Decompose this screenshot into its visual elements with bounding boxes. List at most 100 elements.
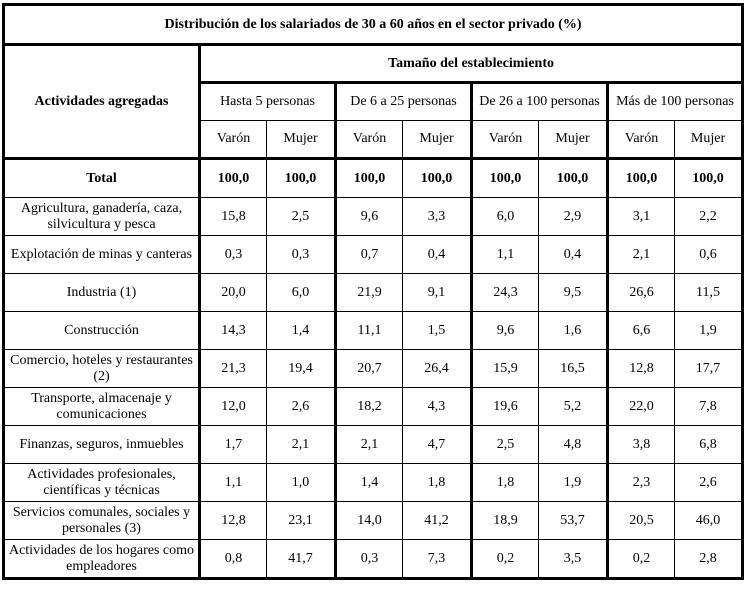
cell: 3,3 <box>402 197 472 236</box>
cell: 3,1 <box>606 197 675 236</box>
cell: 4,7 <box>402 425 472 464</box>
cell: 100,0 <box>470 158 539 198</box>
table-row-total: Total 100,0 100,0 100,0 100,0 100,0 100,… <box>2 158 744 198</box>
salaried-distribution-table: Distribución de los salariados de 30 a 6… <box>1 3 744 580</box>
cell: 12,8 <box>606 349 675 388</box>
cell: 0,3 <box>266 235 336 274</box>
row-label: Actividades de los hogares como empleado… <box>2 539 201 580</box>
table-row: Comercio, hoteles y restaurantes (2) 21,… <box>2 349 744 388</box>
cell: 100,0 <box>402 158 472 198</box>
cell: 3,5 <box>538 539 608 580</box>
cell: 2,6 <box>673 463 744 502</box>
cell: 0,7 <box>334 235 403 274</box>
cell: 1,8 <box>470 463 539 502</box>
row-label: Total <box>2 158 201 198</box>
cell: 2,5 <box>266 197 336 236</box>
cell: 6,0 <box>266 273 336 312</box>
cell: 2,1 <box>334 425 403 464</box>
cell: 1,9 <box>538 463 608 502</box>
cell: 2,1 <box>266 425 336 464</box>
cell: 1,8 <box>402 463 472 502</box>
sex-header: Varón <box>606 120 675 160</box>
cell: 6,6 <box>606 311 675 350</box>
table-row: Industria (1) 20,0 6,0 21,9 9,1 24,3 9,5… <box>2 273 744 312</box>
row-label: Comercio, hoteles y restaurantes (2) <box>2 349 201 388</box>
group-header: Más de 100 personas <box>605 81 744 121</box>
sex-header: Mujer <box>673 120 744 160</box>
table-row: Agricultura, ganadería, caza, silvicultu… <box>2 197 744 236</box>
cell: 20,5 <box>606 501 675 540</box>
cell: 20,0 <box>199 273 267 312</box>
row-header-activities: Actividades agregadas <box>2 44 201 160</box>
cell: 9,1 <box>402 273 472 312</box>
cell: 2,3 <box>606 463 675 502</box>
super-header-establishment-size: Tamaño del establecimiento <box>198 44 744 83</box>
cell: 0,8 <box>199 539 267 580</box>
table-row: Finanzas, seguros, inmuebles 1,7 2,1 2,1… <box>2 425 744 464</box>
cell: 2,5 <box>470 425 539 464</box>
cell: 15,8 <box>199 197 267 236</box>
table-title: Distribución de los salariados de 30 a 6… <box>1 3 744 46</box>
table-row: Actividades de los hogares como empleado… <box>2 539 744 580</box>
cell: 2,1 <box>606 235 675 274</box>
group-header: Hasta 5 personas <box>199 81 336 121</box>
cell: 15,9 <box>470 349 539 388</box>
cell: 1,0 <box>266 463 336 502</box>
cell: 100,0 <box>673 158 744 198</box>
cell: 16,5 <box>538 349 608 388</box>
row-label: Transporte, almacenaje y comunicaciones <box>2 387 201 426</box>
cell: 100,0 <box>606 158 675 198</box>
cell: 0,2 <box>606 539 675 580</box>
table-row: Construcción 14,3 1,4 11,1 1,5 9,6 1,6 6… <box>2 311 744 350</box>
cell: 9,6 <box>470 311 539 350</box>
cell: 5,2 <box>538 387 608 426</box>
row-label: Servicios comunales, sociales y personal… <box>2 501 201 540</box>
cell: 1,1 <box>199 463 267 502</box>
cell: 1,1 <box>470 235 539 274</box>
cell: 21,9 <box>334 273 403 312</box>
cell: 1,4 <box>334 463 403 502</box>
cell: 6,0 <box>470 197 539 236</box>
cell: 26,4 <box>402 349 472 388</box>
cell: 2,6 <box>266 387 336 426</box>
cell: 19,4 <box>266 349 336 388</box>
cell: 0,4 <box>402 235 472 274</box>
row-label: Agricultura, ganadería, caza, silvicultu… <box>2 197 201 236</box>
cell: 18,2 <box>334 387 403 426</box>
cell: 7,3 <box>402 539 472 580</box>
cell: 46,0 <box>673 501 744 540</box>
cell: 7,8 <box>673 387 744 426</box>
row-label: Explotación de minas y canteras <box>2 235 201 274</box>
table-container: Distribución de los salariados de 30 a 6… <box>1 3 744 580</box>
cell: 21,3 <box>199 349 267 388</box>
row-label: Actividades profesionales, científicas y… <box>2 463 201 502</box>
cell: 24,3 <box>470 273 539 312</box>
cell: 0,6 <box>673 235 744 274</box>
cell: 0,3 <box>199 235 267 274</box>
sex-header: Varón <box>199 120 267 160</box>
sex-header: Varón <box>470 120 539 160</box>
table-row: Transporte, almacenaje y comunicaciones … <box>2 387 744 426</box>
table-row: Explotación de minas y canteras 0,3 0,3 … <box>2 235 744 274</box>
table-row: Actividades profesionales, científicas y… <box>2 463 744 502</box>
cell: 100,0 <box>538 158 608 198</box>
cell: 2,8 <box>673 539 744 580</box>
table-row: Servicios comunales, sociales y personal… <box>2 501 744 540</box>
cell: 41,7 <box>266 539 336 580</box>
cell: 14,0 <box>334 501 403 540</box>
cell: 14,3 <box>199 311 267 350</box>
cell: 19,6 <box>470 387 539 426</box>
cell: 12,0 <box>199 387 267 426</box>
cell: 0,3 <box>334 539 403 580</box>
cell: 12,8 <box>199 501 267 540</box>
cell: 11,5 <box>673 273 744 312</box>
cell: 23,1 <box>266 501 336 540</box>
group-header: De 26 a 100 personas <box>470 81 608 121</box>
cell: 1,9 <box>673 311 744 350</box>
cell: 17,7 <box>673 349 744 388</box>
cell: 1,7 <box>199 425 267 464</box>
cell: 2,9 <box>538 197 608 236</box>
cell: 100,0 <box>266 158 336 198</box>
cell: 11,1 <box>334 311 403 350</box>
cell: 9,5 <box>538 273 608 312</box>
